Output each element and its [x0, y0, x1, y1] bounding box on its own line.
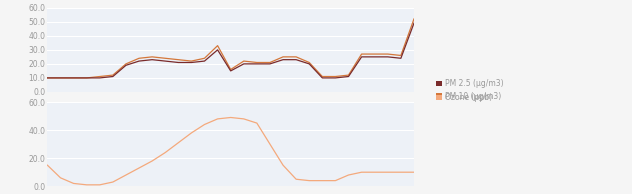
Legend: PM 2.5 (µg/m3), PM 10 (µg/m3): PM 2.5 (µg/m3), PM 10 (µg/m3) [436, 79, 504, 101]
Legend: Ozone (ppb): Ozone (ppb) [436, 93, 492, 102]
